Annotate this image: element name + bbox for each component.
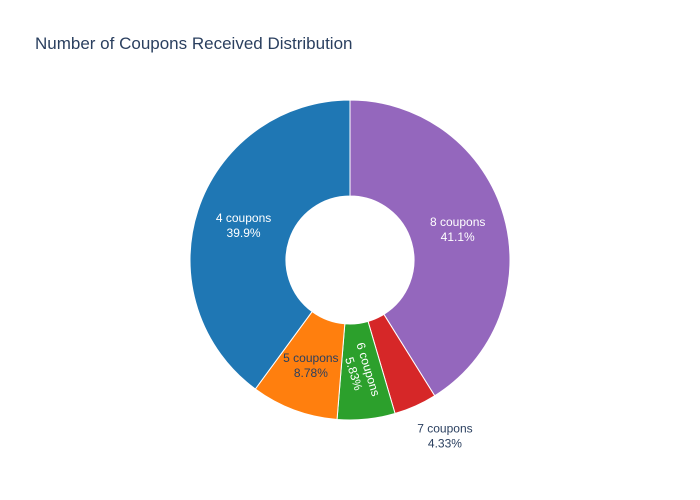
slice-label-percent: 41.1% [441, 230, 475, 244]
slice-label-percent: 39.9% [227, 226, 261, 240]
slice-label-percent: 4.33% [428, 437, 462, 451]
slice-label-name: 5 coupons [283, 351, 338, 365]
slice-label-name: 4 coupons [216, 211, 271, 225]
slice-label-name: 7 coupons [417, 422, 472, 436]
slice-4-coupons[interactable] [189, 99, 351, 390]
slice-8-coupons[interactable] [349, 99, 511, 397]
chart-title: Number of Coupons Received Distribution [35, 34, 353, 53]
slice-label-percent: 8.78% [294, 366, 328, 380]
slice-label-name: 8 coupons [430, 215, 485, 229]
